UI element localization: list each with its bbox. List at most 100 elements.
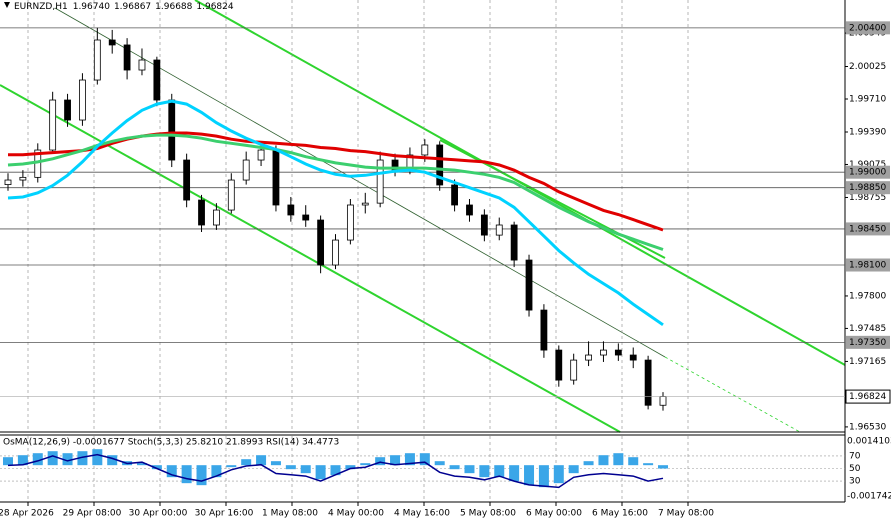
candle-body (242, 159, 250, 181)
osma-bar (613, 453, 624, 466)
osma-bar (404, 453, 415, 466)
x-tick-label: 28 Apr 2026 (0, 509, 54, 519)
x-tick-label: 1 May 08:00 (262, 509, 318, 519)
level-label-box (846, 21, 890, 35)
osma-bar (345, 465, 356, 470)
x-tick-label: 5 May 08:00 (460, 509, 516, 519)
candle-body (332, 239, 339, 266)
candle-body (93, 39, 101, 81)
moving-average (7, 133, 664, 251)
last-price-label: 1.96824 (849, 392, 886, 402)
osma-bar (270, 461, 281, 466)
osma-bar (494, 465, 505, 478)
candle-body (153, 59, 161, 101)
candle-body (466, 204, 473, 216)
candle-body (227, 179, 235, 211)
candle-body (108, 39, 116, 46)
x-tick-label: 6 May 00:00 (526, 509, 582, 519)
osma-bar (196, 465, 207, 486)
osma-bar (315, 465, 326, 480)
level-label: 1.97350 (849, 338, 886, 348)
candle-body (4, 179, 12, 185)
y-tick-label: 1.96530 (849, 422, 886, 432)
candle-body (451, 184, 458, 206)
candle-body (361, 202, 369, 206)
osma-bar (330, 465, 341, 476)
candle-body (302, 214, 310, 221)
osma-bar (107, 455, 118, 466)
candle-body (376, 159, 384, 204)
osma-bar (47, 451, 58, 466)
osma-bar (151, 465, 162, 470)
osma-bar (17, 455, 28, 466)
level-label-box (846, 258, 890, 272)
osma-bar (538, 465, 549, 488)
candle-body (49, 99, 57, 151)
osma-bar (419, 453, 430, 466)
y-tick-label: 1.98755 (849, 193, 886, 203)
candle-body (480, 214, 488, 236)
level-label: 2.00400 (849, 23, 886, 33)
osma-bar (658, 465, 668, 469)
candle-body (421, 144, 429, 156)
osma-bar (390, 455, 401, 466)
candle-body (138, 59, 146, 71)
open-price: 1.96740 (73, 2, 110, 12)
candle-body (168, 99, 176, 161)
osma-bar (77, 451, 88, 466)
x-tick-label: 30 Apr 16:00 (195, 509, 254, 519)
candle-body (600, 349, 607, 356)
candle-body (123, 44, 131, 71)
y-tick-label: 1.97165 (849, 357, 886, 367)
osma-bar (300, 465, 311, 474)
symbol: EURNZD,H1 (14, 2, 68, 12)
level-label: 1.98850 (849, 183, 886, 193)
high-price: 1.96867 (114, 2, 151, 12)
moving-average (7, 99, 664, 327)
candle-body (183, 159, 191, 201)
candle-body (585, 354, 592, 361)
y-tick-label: 0.0014103 (847, 437, 891, 447)
level-label: 1.99000 (849, 168, 886, 178)
y-tick-label: 1.99075 (849, 160, 886, 170)
osma-bar (479, 465, 490, 478)
chart-icon (4, 2, 10, 8)
candle-body (644, 359, 652, 406)
osma-bar (449, 465, 460, 470)
osma-bar (524, 465, 535, 486)
candle-body (525, 259, 533, 311)
candle-body (346, 204, 354, 241)
osma-bar (285, 465, 296, 470)
osma-bar (583, 461, 594, 466)
y-tick-label: 1.97800 (849, 291, 886, 301)
y2-tick-label: 50 (849, 464, 861, 474)
osma-bar (256, 455, 267, 466)
indicator-header: OsMA(12,26,9) -0.0001677 Stoch(5,3,3) 25… (3, 438, 339, 448)
y2-tick-label: 70 (849, 451, 861, 461)
moving-average (8, 131, 664, 232)
candle-body (555, 349, 563, 381)
candle-body (436, 144, 444, 186)
level-label: 1.98450 (849, 224, 886, 234)
candle-body (198, 199, 205, 226)
osma-bar (166, 465, 177, 478)
osma-bar (568, 465, 579, 474)
level-label-box (846, 222, 890, 236)
channel-extension (664, 356, 801, 433)
rsi-line (7, 453, 664, 489)
level-label-box (846, 335, 890, 349)
x-tick-label: 4 May 00:00 (328, 509, 384, 519)
osma-bar (509, 465, 520, 482)
osma-bar (643, 463, 654, 466)
x-tick-label: 7 May 08:00 (658, 509, 714, 519)
candle-body (629, 354, 637, 361)
osma-bar (464, 465, 475, 474)
osma-bar (628, 457, 639, 466)
level-label-box (846, 181, 890, 195)
candle-body (317, 219, 325, 266)
y-tick-label: 1.99710 (849, 94, 886, 104)
osma-bar (226, 465, 237, 468)
x-tick-label: 30 Apr 00:00 (129, 509, 188, 519)
y-tick-label: -0.0017423 (847, 492, 891, 502)
